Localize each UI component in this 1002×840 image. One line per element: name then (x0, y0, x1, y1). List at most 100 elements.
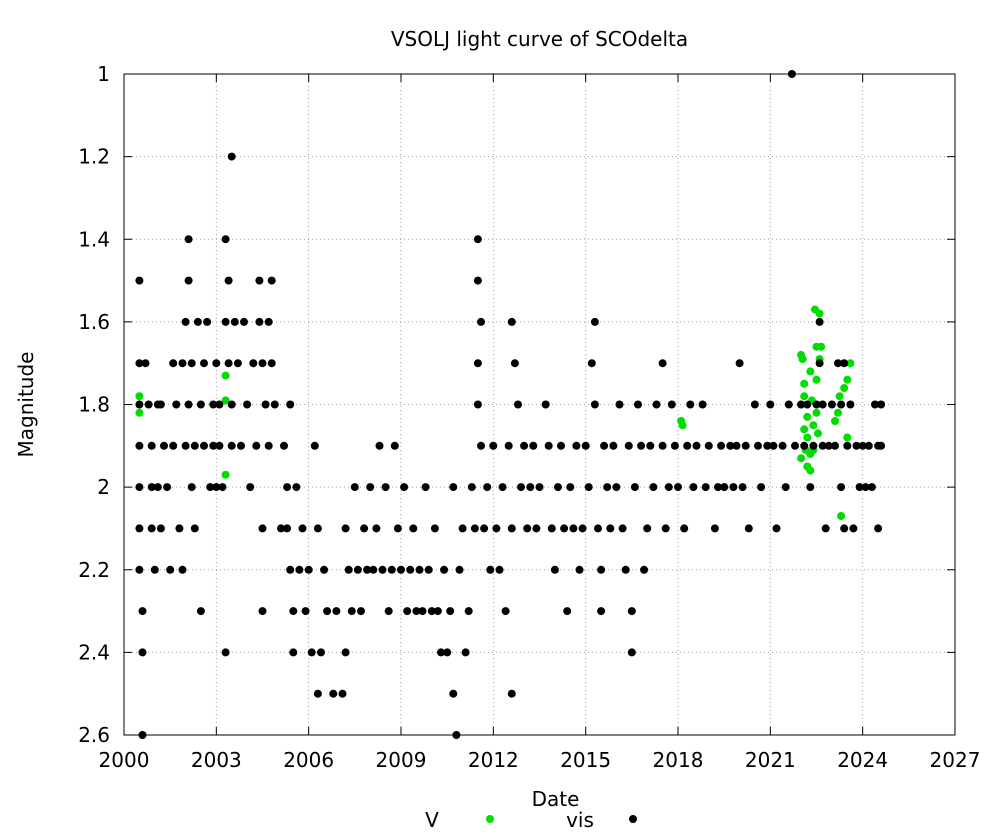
data-point (806, 483, 815, 492)
data-point (135, 400, 144, 409)
data-point (507, 524, 516, 533)
data-point (372, 524, 381, 533)
y-tick-label: 2.4 (78, 640, 110, 664)
data-point (366, 483, 375, 492)
data-point (507, 317, 516, 326)
axis-ticks: 2000 2003 2006 2009 2012 2015 2018 2021 2024 2027… (78, 62, 980, 772)
y-tick-label: 2 (97, 475, 110, 499)
data-point (803, 412, 812, 421)
data-point (363, 565, 372, 574)
data-point (286, 400, 295, 409)
data-point (861, 483, 870, 492)
data-point (295, 565, 304, 574)
data-point (424, 565, 433, 574)
data-point (778, 441, 787, 450)
data-point (458, 524, 467, 533)
data-point (720, 483, 729, 492)
data-point (449, 483, 458, 492)
data-point (566, 483, 575, 492)
data-point (714, 483, 722, 492)
y-tick-label: 2.2 (78, 558, 110, 582)
data-point (837, 512, 846, 520)
data-point (800, 425, 809, 434)
data-point (652, 400, 661, 409)
data-point (800, 379, 809, 388)
series-vis (135, 70, 886, 739)
data-point (264, 317, 273, 326)
data-point (664, 483, 673, 492)
data-point (726, 441, 735, 450)
data-point (750, 400, 759, 409)
data-point (698, 400, 707, 409)
data-point (190, 524, 199, 533)
data-point (384, 607, 393, 616)
data-point (843, 433, 852, 442)
data-point (754, 441, 762, 450)
data-point (877, 400, 886, 409)
data-point (473, 235, 482, 244)
data-point (590, 400, 599, 409)
data-point (744, 524, 753, 533)
data-point (791, 441, 799, 450)
data-point (455, 565, 464, 574)
data-point (443, 648, 452, 657)
data-point (544, 441, 553, 450)
data-point (560, 524, 569, 533)
chart-title: VSOLJ light curve of SCOdelta (391, 27, 688, 51)
data-point (803, 400, 812, 409)
data-point (594, 524, 602, 533)
data-point (612, 483, 621, 492)
data-point (298, 524, 307, 533)
data-point (855, 483, 864, 492)
x-tick-label: 2027 (930, 748, 981, 772)
data-point (289, 607, 298, 616)
data-point (446, 607, 455, 616)
data-point (209, 441, 218, 450)
data-point (338, 689, 347, 698)
data-point (224, 359, 233, 368)
data-point (390, 441, 399, 450)
data-point (809, 441, 818, 450)
data-point (221, 235, 230, 244)
data-point (864, 441, 873, 450)
data-point (270, 400, 279, 409)
data-point (627, 607, 636, 616)
data-point (409, 524, 418, 533)
data-point (172, 400, 181, 409)
data-point (732, 441, 741, 450)
data-point (634, 400, 642, 409)
data-point (735, 359, 744, 368)
data-point (437, 648, 445, 657)
data-point (280, 441, 288, 450)
data-point (501, 607, 510, 616)
data-point (418, 607, 427, 616)
data-point (784, 400, 793, 409)
data-point (190, 441, 199, 450)
data-point (781, 483, 790, 492)
data-point (609, 441, 618, 450)
data-point (147, 524, 156, 533)
data-point (817, 342, 826, 351)
data-point (535, 483, 544, 492)
data-point (569, 524, 578, 533)
data-point (812, 400, 821, 409)
legend-label-v: V (425, 808, 439, 832)
data-point (135, 359, 144, 368)
data-point (670, 441, 679, 450)
data-point (258, 607, 267, 616)
data-point (166, 565, 175, 574)
series-v (135, 305, 855, 520)
data-point (877, 441, 886, 450)
data-point (283, 483, 292, 492)
data-point (523, 524, 532, 533)
data-point (867, 483, 876, 492)
data-point (797, 454, 806, 463)
data-point (837, 483, 846, 492)
data-point (606, 524, 615, 533)
data-point (163, 483, 172, 492)
data-point (289, 648, 298, 657)
data-point (212, 359, 221, 368)
data-point (357, 607, 365, 616)
data-point (550, 565, 559, 574)
